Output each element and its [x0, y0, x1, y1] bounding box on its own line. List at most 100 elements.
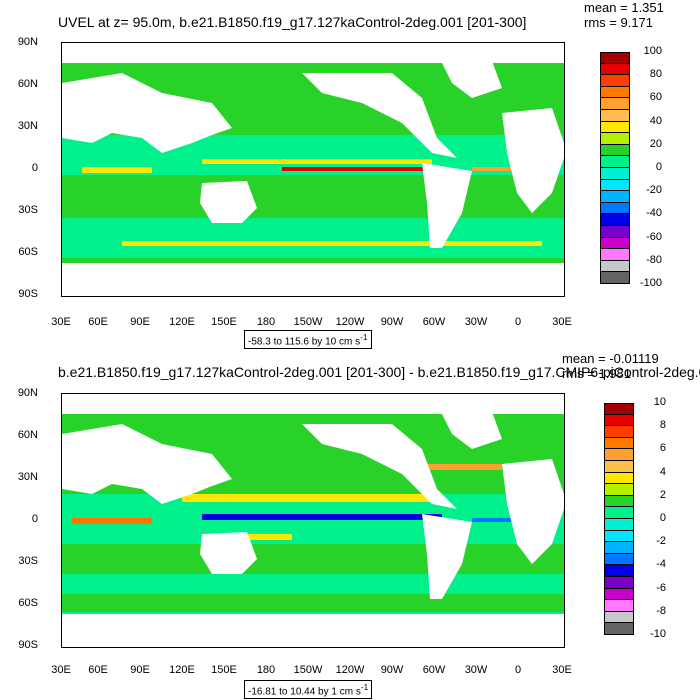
colorbar-tick-label: 10: [653, 396, 666, 408]
land-australia: [200, 181, 257, 223]
colorbar-segment: [600, 249, 630, 261]
panel-2-range-label: -16.81 to 10.44 by 1 cm s-1: [244, 680, 373, 700]
lon-tick: 150W: [293, 664, 323, 676]
colorbar-tick-label: -4: [656, 558, 666, 571]
land-antarctica: [62, 614, 564, 647]
ocean-band-acc: [62, 594, 564, 612]
land-north-america: [302, 424, 457, 509]
anomaly-gulf-stream: [422, 464, 502, 470]
colorbar-segment: [604, 449, 634, 461]
colorbar-segment: [600, 179, 630, 192]
lat-tick: 90S: [18, 288, 38, 300]
colorbar-tick-label: -100: [639, 277, 662, 289]
lon-tick: 30E: [552, 664, 572, 676]
colorbar-tick-label: -2: [656, 535, 666, 548]
lat-tick: 90N: [17, 387, 38, 399]
colorbar-segment: [604, 623, 634, 635]
colorbar-tick-label: -60: [646, 230, 662, 243]
lon-tick: 120E: [169, 316, 195, 328]
lat-tick: 60N: [17, 78, 38, 90]
lon-tick: 90E: [130, 316, 150, 328]
panel-2-mean: mean = -0.01119: [562, 351, 659, 366]
lon-tick: 180: [256, 316, 276, 328]
ocean-band-south: [62, 218, 564, 258]
colorbar-segment: [604, 519, 634, 531]
colorbar-tick-label: 20: [649, 137, 662, 150]
lon-tick: 30E: [51, 664, 71, 676]
lon-tick: 90E: [130, 664, 150, 676]
colorbar-segment: [600, 133, 630, 145]
land-australia: [200, 532, 257, 574]
lat-tick: 0: [31, 513, 38, 525]
land-north-america: [302, 73, 457, 158]
lat-tick: 30N: [17, 471, 38, 483]
land-greenland: [442, 61, 502, 98]
lon-tick: 30W: [464, 664, 488, 676]
lon-tick: 150E: [211, 664, 237, 676]
colorbar-segment: [604, 542, 634, 554]
colorbar-tick-label: -80: [646, 253, 662, 266]
panel-1-colorbar: [600, 52, 630, 284]
colorbar-segment: [600, 110, 630, 122]
panel-2-map-svg: [62, 394, 564, 647]
lon-tick: 60W: [422, 664, 446, 676]
colorbar-tick-label: 0: [655, 161, 662, 173]
colorbar-tick-label: 6: [659, 442, 666, 455]
panel-1-title: UVEL at z= 95.0m, b.e21.B1850.f19_g17.12…: [58, 14, 527, 30]
colorbar-segment: [604, 495, 634, 508]
land-antarctica: [62, 263, 564, 296]
colorbar-tick-label: -6: [656, 581, 666, 594]
colorbar-segment: [604, 530, 634, 543]
lat-tick: 60S: [18, 246, 38, 258]
land-africa: [502, 108, 564, 213]
colorbar-segment: [604, 611, 634, 624]
panel-1-rms: rms = 9.171: [584, 15, 654, 30]
lon-tick: 30E: [552, 316, 572, 328]
colorbar-segment: [604, 414, 634, 427]
colorbar-segment: [604, 507, 634, 519]
lat-tick: 30S: [18, 555, 38, 567]
panel-2-title: b.e21.B1850.f19_g17.127kaControl-2deg.00…: [58, 364, 700, 380]
lon-tick: 90W: [380, 316, 404, 328]
lon-tick: 150W: [293, 316, 323, 328]
colorbar-segment: [600, 121, 630, 134]
colorbar-segment: [600, 214, 630, 226]
colorbar-segment: [604, 588, 634, 601]
colorbar-tick-label: 2: [659, 488, 666, 501]
colorbar-segment: [600, 237, 630, 250]
lon-tick: 30W: [464, 316, 488, 328]
lat-tick: 0: [31, 162, 38, 174]
colorbar-segment: [600, 63, 630, 76]
colorbar-tick-label: -20: [646, 184, 662, 197]
colorbar-segment: [600, 86, 630, 99]
lat-tick: 60S: [18, 597, 38, 609]
jet-atlantic: [472, 167, 542, 171]
colorbar-segment: [600, 98, 630, 110]
lon-tick: 60W: [422, 316, 446, 328]
anomaly-north-pac: [182, 494, 432, 502]
lon-tick: 150E: [211, 316, 237, 328]
jet-pacific-eq: [282, 167, 432, 171]
colorbar-segment: [604, 472, 634, 485]
lon-tick: 120E: [169, 664, 195, 676]
colorbar-segment: [600, 272, 630, 284]
jet-pacific-north: [202, 159, 432, 164]
lon-tick: 60E: [88, 664, 108, 676]
colorbar-segment: [600, 191, 630, 203]
land-greenland: [442, 412, 502, 449]
lon-tick: 60E: [88, 316, 108, 328]
colorbar-tick-label: -8: [656, 604, 666, 617]
colorbar-segment: [600, 75, 630, 87]
lon-tick: 120W: [335, 316, 365, 328]
colorbar-tick-label: 8: [659, 419, 666, 432]
colorbar-tick-label: 4: [659, 465, 666, 478]
lon-tick: 0: [514, 316, 522, 328]
anomaly-indian: [72, 518, 152, 524]
lat-tick: 90N: [17, 36, 38, 48]
lon-tick: 180: [256, 664, 276, 676]
lon-tick: 30E: [51, 316, 71, 328]
colorbar-tick-label: -40: [646, 207, 662, 220]
panel-1-map: [61, 42, 565, 297]
land-south-america: [422, 163, 472, 248]
land-africa: [502, 459, 564, 564]
